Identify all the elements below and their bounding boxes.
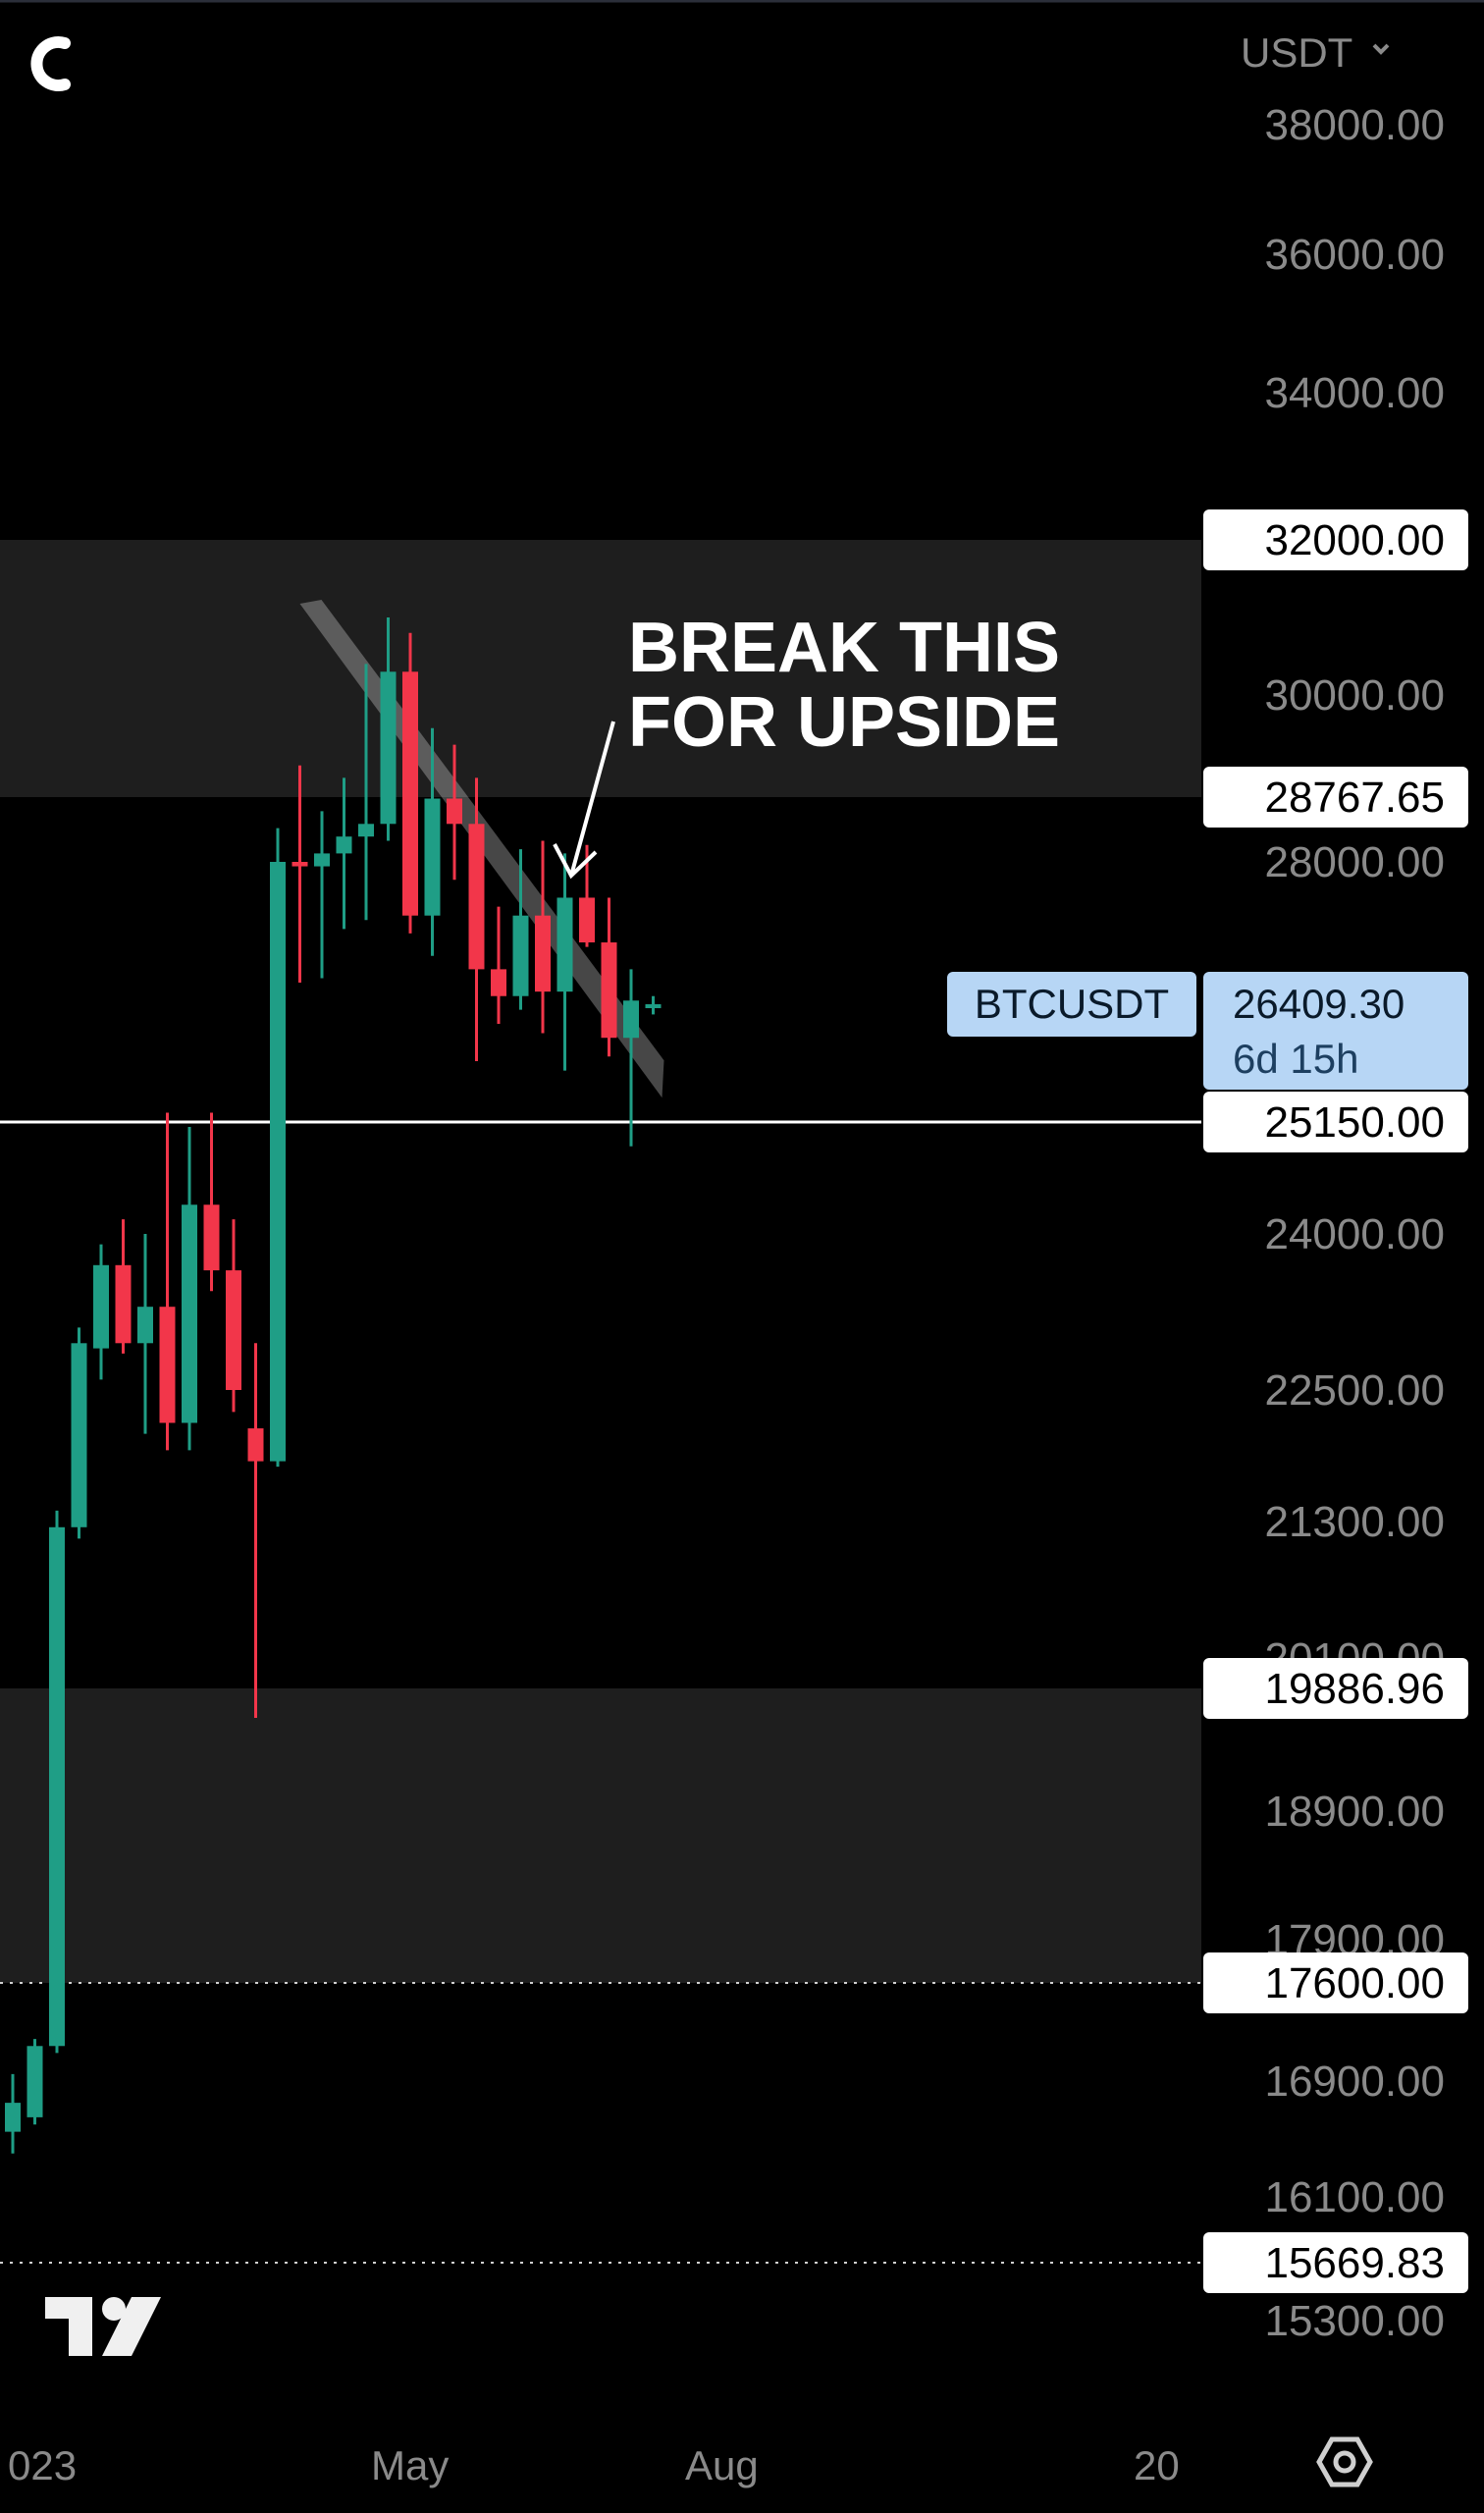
app-logo-icon[interactable] — [30, 36, 71, 91]
candle-body — [182, 1204, 197, 1423]
candle-body — [424, 798, 441, 916]
countdown-label: 6d 15h — [1233, 1036, 1358, 1082]
candle-body — [115, 1264, 132, 1344]
candle-body — [292, 862, 308, 867]
x-tick-2023: 023 — [8, 2442, 77, 2488]
tradingview-logo-icon[interactable] — [45, 2297, 161, 2356]
price-box-label: 17600.00 — [1264, 1959, 1445, 2007]
price-box-label: 19886.96 — [1264, 1665, 1445, 1713]
candle-body — [226, 1270, 241, 1390]
candlestick-series — [5, 617, 662, 2154]
zone-1 — [0, 1688, 1201, 1983]
candle-body — [556, 897, 573, 992]
price-box — [1203, 1658, 1468, 1719]
price-box-label: 15669.83 — [1264, 2239, 1445, 2287]
y-tick-label: 36000.00 — [1264, 231, 1445, 279]
price-box-label: 28767.65 — [1264, 774, 1445, 822]
y-tick-label: 16100.00 — [1264, 2173, 1445, 2221]
price-box — [1203, 767, 1468, 828]
supply-demand-zones — [0, 540, 1201, 1983]
candle-body — [26, 2046, 43, 2117]
candle-body — [358, 824, 374, 837]
y-tick-label: 34000.00 — [1264, 369, 1445, 417]
price-box-labels: 32000.00 28767.65 25150.00 19886.96 17600.00… — [1203, 509, 1468, 2293]
price-box — [1203, 1092, 1468, 1152]
candle-body — [336, 836, 352, 854]
y-tick-label: 38000.00 — [1264, 101, 1445, 149]
current-price-box: 26409.30 6d 15h — [1203, 972, 1468, 1090]
candle-body — [402, 671, 418, 916]
symbol-label: BTCUSDT — [975, 981, 1169, 1027]
chevron-down-icon[interactable] — [1372, 43, 1390, 55]
candle-body — [491, 969, 506, 996]
y-tick-label: 28000.00 — [1264, 838, 1445, 886]
candle-body — [137, 1307, 153, 1344]
candle-body — [645, 1004, 662, 1009]
price-box-label: 25150.00 — [1264, 1098, 1445, 1147]
price-box-label: 32000.00 — [1264, 516, 1445, 564]
currency-selector[interactable]: USDT — [1241, 29, 1352, 76]
annotation-arrow-icon — [553, 721, 615, 880]
candle-body — [468, 824, 485, 970]
y-tick-label: 18900.00 — [1264, 1788, 1445, 1836]
candle-body — [247, 1428, 264, 1462]
candle-body — [601, 942, 617, 1039]
y-tick-label: 15300.00 — [1264, 2297, 1445, 2345]
settings-hexagon-icon[interactable] — [1316, 2436, 1373, 2487]
price-box — [1203, 1952, 1468, 2013]
y-tick-label: 16900.00 — [1264, 2058, 1445, 2106]
candle-body — [579, 897, 595, 943]
x-tick-2024: 20 — [1134, 2442, 1180, 2488]
y-tick-label: 21300.00 — [1264, 1498, 1445, 1546]
candle-body — [535, 915, 551, 992]
annotation-line-2: FOR UPSIDE — [628, 683, 1060, 762]
candle-body — [93, 1264, 109, 1349]
candle-body — [512, 915, 529, 996]
current-price-label: 26409.30 — [1233, 981, 1404, 1027]
y-tick-label: 30000.00 — [1264, 671, 1445, 720]
x-tick-aug: Aug — [685, 2442, 759, 2488]
candle-body — [159, 1307, 176, 1423]
symbol-badge[interactable]: BTCUSDT — [947, 972, 1196, 1037]
annotation-group[interactable]: BREAK THIS FOR UPSIDE — [553, 609, 1060, 880]
candle-body — [623, 1000, 639, 1039]
price-box — [1203, 509, 1468, 570]
candle-body — [203, 1204, 220, 1271]
zone-0 — [0, 540, 1201, 797]
candle-body — [49, 1526, 65, 2047]
horizontal-levels[interactable] — [0, 1120, 1201, 2264]
candle-body — [71, 1343, 87, 1527]
candle-body — [314, 853, 330, 867]
candle-body — [5, 2103, 21, 2132]
x-axis: 023 May Aug 20 — [8, 2442, 1180, 2488]
candle-body — [270, 862, 286, 1462]
x-tick-may: May — [371, 2442, 449, 2488]
y-tick-label: 22500.00 — [1264, 1366, 1445, 1415]
candle-body — [447, 798, 462, 825]
candle-body — [380, 671, 397, 825]
price-box — [1203, 2232, 1468, 2293]
annotation-line-1: BREAK THIS — [628, 609, 1060, 687]
y-tick-label: 24000.00 — [1264, 1210, 1445, 1258]
